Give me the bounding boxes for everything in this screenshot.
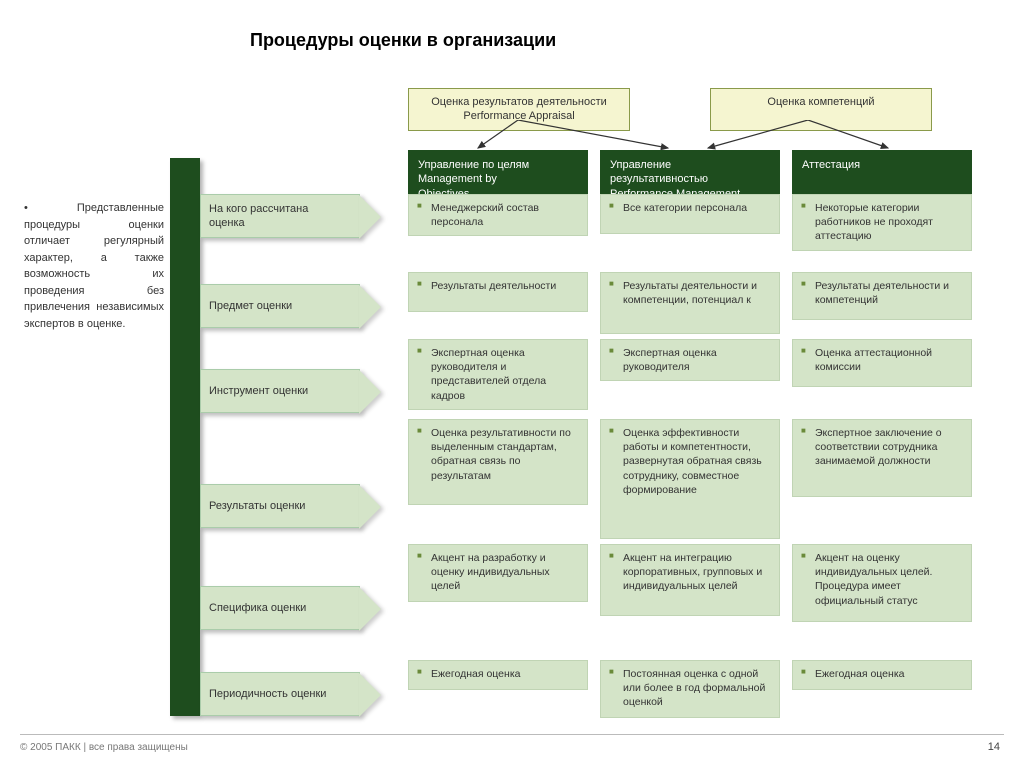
sidebar-description: Представленные процедуры оценки отличает… [24,200,164,332]
page-title: Процедуры оценки в организации [250,30,556,51]
matrix-cell: Оценка эффективности работы и компетентн… [600,419,780,539]
col-line: Управление по целям [418,158,578,172]
arrows-svg [408,120,984,152]
footer-rule [20,734,1004,735]
page-number: 14 [988,741,1000,753]
matrix-cell: Оценка результативности по выделенным ст… [408,419,588,505]
matrix-cell: Результаты деятельности и компетенции, п… [600,272,780,334]
row-label: Результаты оценки [200,484,360,528]
col-line: Аттестация [802,158,962,172]
row-label: На кого рассчитана оценка [200,194,360,238]
matrix-cell: Ежегодная оценка [408,660,588,690]
matrix-cell: Результаты деятельности и компетенций [792,272,972,320]
matrix-cell: Экспертное заключение о соответствии сот… [792,419,972,497]
sidebar-text-content: Представленные процедуры оценки отличает… [24,202,164,330]
header-line: Оценка компетенций [729,95,913,109]
row-label: Предмет оценки [200,284,360,328]
row-label: Инструмент оценки [200,369,360,413]
col-line: Management by [418,172,578,186]
matrix-cell: Акцент на разработку и оценку индивидуал… [408,544,588,602]
matrix-cell: Ежегодная оценка [792,660,972,690]
matrix-cell: Оценка аттестационной комиссии [792,339,972,387]
row-label: Периодичность оценки [200,672,360,716]
matrix-cell: Все категории персонала [600,194,780,234]
row-label: Специфика оценки [200,586,360,630]
matrix-cell: Акцент на оценку индивидуальных целей. П… [792,544,972,622]
matrix-cell: Акцент на интеграцию корпоративных, груп… [600,544,780,616]
matrix-cell: Экспертная оценка руководителя [600,339,780,381]
matrix-cell: Постоянная оценка с одной или более в го… [600,660,780,718]
vertical-bar [170,158,200,716]
col-line: результативностью [610,172,770,186]
matrix-cell: Результаты деятельности [408,272,588,312]
matrix-cell: Экспертная оценка руководителя и предста… [408,339,588,410]
footer-copyright: © 2005 ПАКК | все права защищены [20,742,188,753]
col-line: Управление [610,158,770,172]
matrix-cell: Менеджерский состав персонала [408,194,588,236]
matrix-cell: Некоторые категории работников не проход… [792,194,972,251]
header-line: Оценка результатов деятельности [427,95,611,109]
